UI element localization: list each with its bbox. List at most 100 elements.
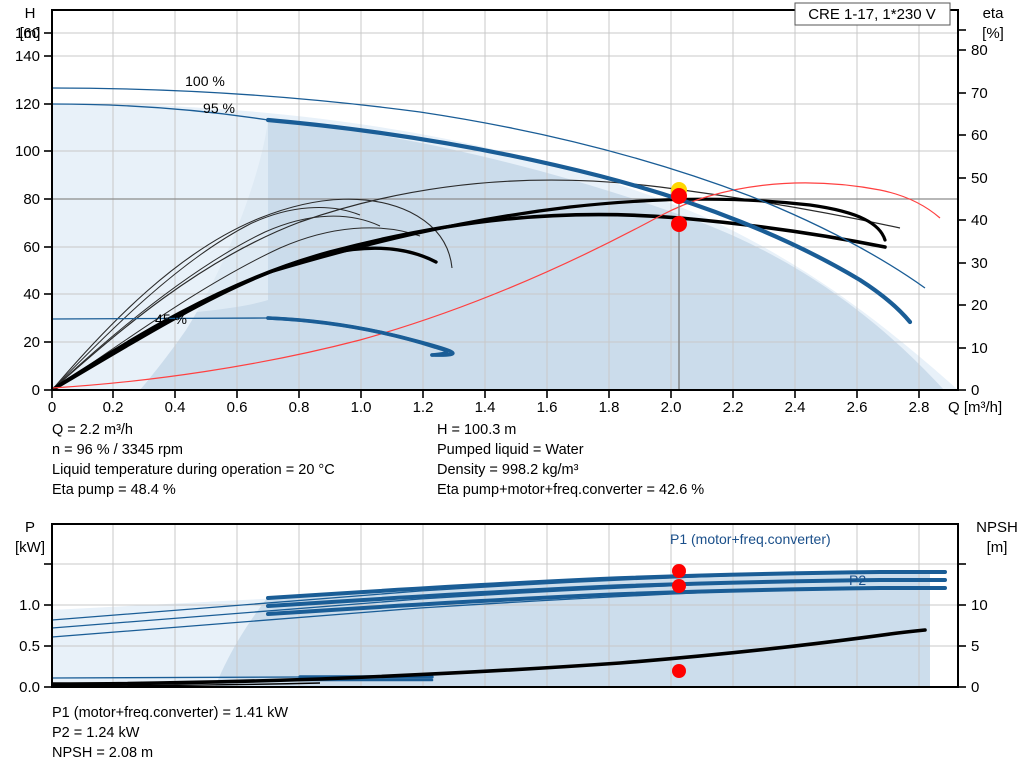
operating-data-right: H = 100.3 m Pumped liquid = Water Densit… (437, 420, 704, 500)
p-tick-10: 1.0 (19, 597, 40, 614)
y-tick-100: 100 (15, 143, 40, 160)
eta-red-curve (52, 182, 941, 389)
duty-point-p2 (672, 579, 686, 593)
npsh-curve-thin (52, 682, 321, 687)
x-tick-20: 2.0 (661, 399, 682, 416)
p-tick-00: 0.0 (19, 679, 40, 696)
eta-tick-40: 40 (971, 212, 988, 229)
npsh-tick-5: 5 (971, 638, 979, 655)
p-45-curve-thin (52, 676, 301, 679)
x-tick-26: 2.6 (847, 399, 868, 416)
operating-eta-total: Eta pump+motor+freq.converter = 42.6 % (437, 482, 705, 498)
duty-point-npsh (672, 664, 686, 678)
eta-tick-60: 60 (971, 127, 988, 144)
annotation-speed-45: 45 % (155, 311, 187, 327)
operating-liquid: Pumped liquid = Water (437, 442, 584, 458)
operating-flow: Q = 2.2 m³/h (52, 422, 133, 438)
axis-unit-eta: [%] (982, 25, 1004, 42)
top-chart-frame (51, 9, 959, 391)
head-curve-45-thin (52, 317, 269, 320)
x-tick-18: 1.8 (599, 399, 620, 416)
eta-tick-80: 80 (971, 42, 988, 59)
power-envelope-band (268, 573, 930, 687)
head-curve-100-thin (52, 87, 926, 289)
eta-tick-10: 10 (971, 340, 988, 357)
eta-pump-thin-curve (52, 179, 901, 390)
operating-data-left: Q = 2.2 m³/h n = 96 % / 3345 rpm Liquid … (52, 420, 335, 500)
x-tick-14: 1.4 (475, 399, 496, 416)
x-tick-12: 1.2 (413, 399, 434, 416)
npsh-tick-10: 10 (971, 597, 988, 614)
duty-point-p1 (672, 564, 686, 578)
p2-curve-thick (266, 585, 947, 616)
bottom-axis-right-ticks (958, 563, 966, 688)
eta-tick-0: 0 (971, 382, 979, 399)
y-tick-160: 160 (15, 25, 40, 42)
x-tick-02: 0.2 (103, 399, 124, 416)
x-tick-28: 2.8 (909, 399, 930, 416)
operating-eta-pump: Eta pump = 48.4 % (52, 482, 176, 498)
annotation-speed-100: 100 % (185, 73, 225, 89)
head-curve-45-thick-b (266, 316, 449, 357)
title-box (794, 2, 951, 26)
y-tick-40: 40 (23, 286, 40, 303)
eta-tick-50: 50 (971, 170, 988, 187)
p-tick-05: 0.5 (19, 638, 40, 655)
x-tick-10: 1.0 (351, 399, 372, 416)
power-data-block: P1 (motor+freq.converter) = 1.41 kW P2 =… (52, 703, 288, 763)
operating-head: H = 100.3 m (437, 422, 517, 438)
head-curve-95-thin (52, 103, 269, 121)
top-axis-right-labels: 0 10 20 30 40 50 60 70 80 (971, 42, 988, 399)
x-tick-08: 0.8 (289, 399, 310, 416)
duty-point-eta-total (671, 216, 687, 232)
axis-unit-p: [kW] (15, 539, 45, 556)
x-tick-06: 0.6 (227, 399, 248, 416)
bottom-axis-left-labels: 0.0 0.5 1.0 (19, 597, 40, 696)
title-box-label: CRE 1-17, 1*230 V (808, 6, 936, 23)
axis-unit-h: [m] (20, 25, 41, 42)
power-p1: P1 (motor+freq.converter) = 1.41 kW (52, 705, 289, 721)
annotation-p1: P1 (motor+freq.converter) (670, 531, 831, 547)
p1-curve-thick (266, 569, 947, 600)
operating-temperature: Liquid temperature during operation = 20… (52, 462, 335, 478)
axis-title-eta: eta (983, 5, 1005, 22)
duty-point-head (671, 188, 687, 204)
npsh-tick-0: 0 (971, 679, 979, 696)
top-axis-left-ticks (44, 32, 52, 391)
x-tick-22: 2.2 (723, 399, 744, 416)
operating-density: Density = 998.2 kg/m³ (437, 462, 579, 478)
y-tick-20: 20 (23, 334, 40, 351)
axis-title-q: Q [m³/h] (948, 399, 1002, 416)
envelope-duty-band (268, 120, 944, 390)
bottom-axis-right-labels: 0 5 10 (971, 597, 988, 696)
y-tick-140: 140 (15, 48, 40, 65)
eta-tick-30: 30 (971, 255, 988, 272)
eta-tick-70: 70 (971, 85, 988, 102)
top-axis-x-labels: 0 0.2 0.4 0.6 0.8 1.0 1.2 1.4 1.6 1.8 2.… (48, 399, 930, 416)
y-tick-60: 60 (23, 239, 40, 256)
y-tick-120: 120 (15, 96, 40, 113)
top-axis-right-ticks (958, 29, 966, 391)
axis-title-p: P (25, 519, 35, 536)
operating-speed: n = 96 % / 3345 rpm (52, 442, 183, 458)
power-p2: P2 = 1.24 kW (52, 725, 140, 741)
top-axis-left-labels: 0 20 40 60 80 100 120 140 160 (15, 25, 40, 399)
eta-curves-partial (52, 207, 421, 390)
x-tick-0: 0 (48, 399, 56, 416)
y-tick-80: 80 (23, 191, 40, 208)
envelope-left-edge (140, 120, 268, 390)
x-tick-16: 1.6 (537, 399, 558, 416)
top-chart-group: 0 20 40 60 80 100 120 140 160 H [m] 0 (15, 2, 1005, 416)
y-tick-0: 0 (32, 382, 40, 399)
annotation-p2: P2 (849, 572, 866, 588)
bottom-chart-group: 0.0 0.5 1.0 P [kW] 0 5 10 NPSH [m] P1 (m… (15, 519, 1018, 696)
eta-pump-thick-curve (268, 197, 887, 274)
axis-unit-npsh: [m] (987, 539, 1008, 556)
p1-duty-curve-thick (266, 578, 947, 608)
axis-title-npsh: NPSH (976, 519, 1018, 536)
power-envelope-left-edge (215, 597, 268, 687)
head-curve-100-thick (265, 117, 913, 325)
x-tick-24: 2.4 (785, 399, 806, 416)
